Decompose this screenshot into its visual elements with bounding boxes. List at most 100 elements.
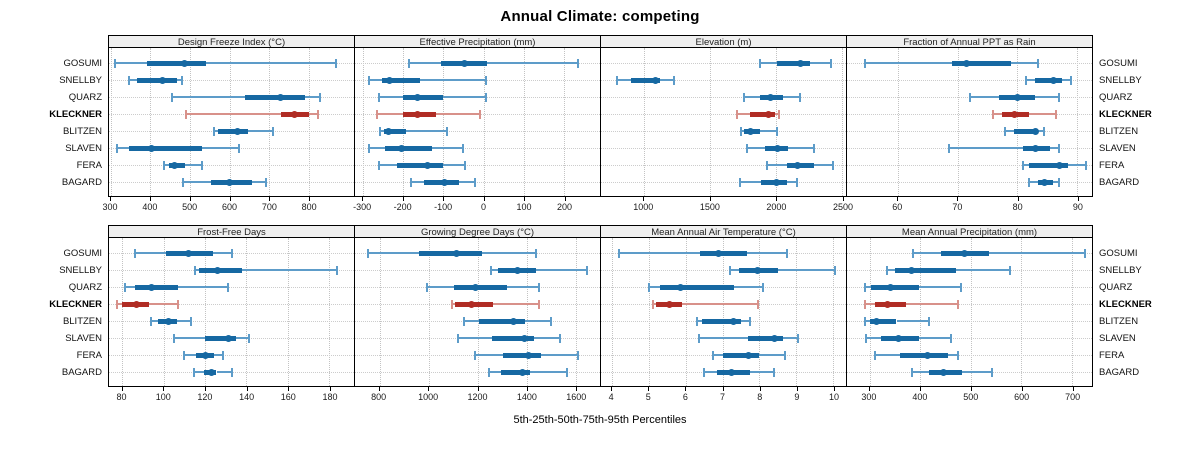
whisker-high — [906, 303, 958, 305]
horizontal-gridline — [847, 321, 1092, 322]
whisker-low — [737, 113, 750, 115]
iqr-band — [722, 352, 760, 358]
whisker-high — [783, 337, 799, 339]
vertical-gridline — [229, 48, 231, 196]
axis-tick-label: 2500 — [832, 202, 854, 212]
axis-tick-label: 120 — [197, 392, 213, 402]
axis-tick-label: 80 — [116, 392, 127, 402]
whisker-high — [777, 269, 835, 271]
horizontal-gridline — [109, 287, 354, 288]
vertical-gridline — [612, 238, 614, 386]
median-dot — [467, 300, 475, 308]
whisker-high — [774, 113, 780, 115]
median-dot — [514, 266, 522, 274]
median-dot — [225, 334, 233, 342]
panel: Growing Degree Days (°C) 800 1000 1200 1400 1… — [354, 225, 601, 406]
vertical-gridline — [957, 48, 959, 196]
site-label: SNELLBY — [1099, 264, 1142, 276]
horizontal-gridline — [109, 321, 354, 322]
site-label: GOSUMI — [1099, 247, 1138, 259]
whisker-high — [493, 303, 539, 305]
axis-tick — [1072, 387, 1074, 391]
median-dot — [385, 127, 393, 135]
median-dot — [397, 144, 405, 152]
site-label: BAGARD — [1099, 176, 1140, 188]
whisker-cap — [1004, 126, 1007, 136]
x-axis: 60 70 80 90 — [846, 197, 1093, 216]
whisker-high — [205, 62, 337, 64]
whisker-cap — [784, 350, 787, 360]
whisker-cap — [558, 333, 561, 343]
whisker-high — [304, 96, 321, 98]
vertical-gridline — [308, 48, 310, 196]
whisker-cap — [238, 143, 241, 153]
horizontal-gridline — [601, 80, 846, 81]
axis-tick-label: 10 — [828, 392, 840, 402]
vertical-gridline — [403, 48, 405, 196]
whisker-low — [766, 164, 788, 166]
whisker-high — [525, 320, 551, 322]
iqr-band — [659, 284, 734, 290]
median-dot — [895, 334, 903, 342]
whisker-cap — [1083, 248, 1086, 258]
whisker-low — [913, 252, 941, 254]
horizontal-gridline — [847, 338, 1092, 339]
vertical-gridline — [205, 238, 207, 386]
median-dot — [471, 283, 479, 291]
horizontal-gridline — [355, 165, 600, 166]
site-label: KLECKNER — [1099, 108, 1152, 120]
whisker-cap — [672, 75, 675, 85]
whisker-high — [918, 286, 961, 288]
site-label: GOSUMI — [63, 57, 102, 69]
axis-tick — [759, 387, 761, 391]
whisker-cap — [1058, 92, 1061, 102]
axis-tick-label: -200 — [393, 202, 412, 212]
median-dot — [960, 249, 968, 257]
whisker-cap — [765, 160, 768, 170]
whisker-low — [164, 164, 170, 166]
panel: Fraction of Annual PPT as Rain 60 70 80 90 — [846, 35, 1093, 216]
whisker-high — [533, 337, 560, 339]
iqr-band — [869, 318, 897, 324]
axis-tick — [1017, 197, 1019, 201]
whisker-high — [443, 96, 486, 98]
whisker-cap — [773, 367, 776, 377]
whisker-cap — [181, 177, 184, 187]
whisker-high — [420, 79, 486, 81]
median-dot — [773, 144, 781, 152]
whisker-cap — [1058, 143, 1061, 153]
vertical-gridline — [563, 48, 565, 196]
whisker-low — [911, 371, 929, 373]
whisker-high — [458, 181, 475, 183]
iqr-band — [630, 77, 661, 83]
whisker-cap — [959, 282, 962, 292]
whisker-high — [813, 164, 834, 166]
vertical-gridline — [796, 238, 798, 386]
whisker-cap — [990, 367, 993, 377]
axis-tick — [776, 197, 778, 201]
vertical-gridline — [869, 238, 871, 386]
whisker-cap — [426, 282, 429, 292]
whisker-low — [409, 62, 442, 64]
whisker-cap — [336, 265, 339, 275]
whisker-high — [308, 113, 319, 115]
x-axis-label: 5th-25th-50th-75th-95th Percentiles — [513, 414, 687, 426]
whisker-low — [760, 62, 777, 64]
vertical-gridline — [920, 238, 922, 386]
whisker-cap — [651, 299, 654, 309]
whisker-cap — [703, 367, 706, 377]
whisker-low — [368, 252, 419, 254]
iqr-band — [1035, 77, 1063, 83]
site-label: SLAVEN — [1099, 332, 1136, 344]
iqr-band — [383, 128, 406, 134]
whisker-cap — [445, 126, 448, 136]
vertical-gridline — [1021, 238, 1023, 386]
axis-tick — [246, 387, 248, 391]
iqr-band — [382, 77, 421, 83]
whisker-cap — [776, 126, 779, 136]
horizontal-gridline — [847, 287, 1092, 288]
whisker-cap — [181, 75, 184, 85]
horizontal-gridline — [109, 304, 354, 305]
whisker-cap — [535, 248, 538, 258]
whisker-low — [490, 269, 499, 271]
